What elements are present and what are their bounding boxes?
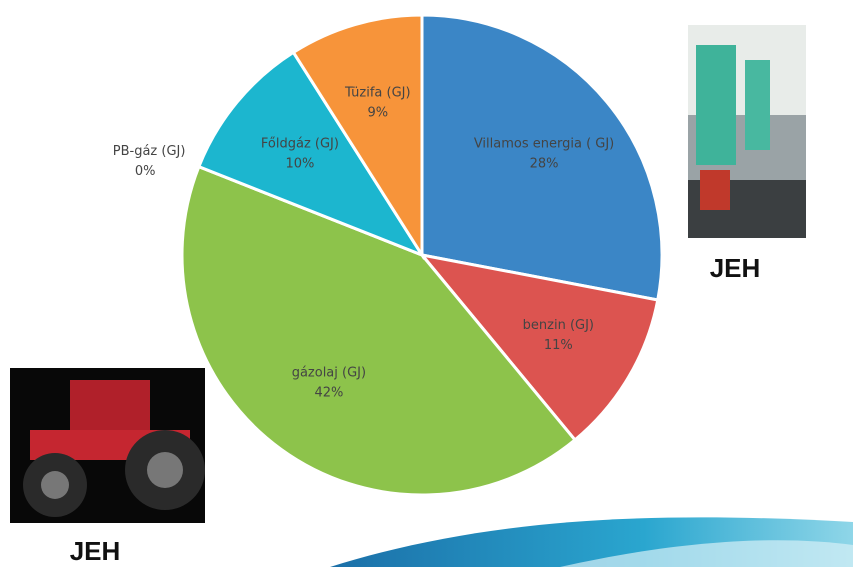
slice-value-label: 28%: [530, 157, 559, 172]
photo-tractor: [10, 368, 205, 523]
slice-value-label: 10%: [285, 157, 314, 172]
slice-value-label: 9%: [367, 105, 388, 120]
slice-value-label: 42%: [314, 386, 343, 401]
pie-slice: [180, 164, 578, 497]
slice-label: Tüzifa (GJ): [344, 85, 411, 100]
pie-slice: [291, 13, 424, 261]
slice-label: PB-gáz (GJ): [113, 144, 186, 159]
slice-value-label: 11%: [544, 338, 573, 353]
slice-label: benzin (GJ): [523, 318, 594, 333]
annotation: JEH: [70, 536, 121, 566]
slice-label: gázolaj (GJ): [292, 366, 366, 381]
slice-label: Főldgáz (GJ): [261, 137, 339, 152]
photo-plant: [688, 25, 806, 238]
pie-slice: [420, 13, 664, 302]
pie-slice: [196, 50, 426, 259]
decor-wave-light: [560, 540, 853, 567]
pie-slice: [418, 252, 660, 443]
slice-label: Villamos energia ( GJ): [474, 137, 614, 152]
annotation: JEH: [710, 253, 761, 283]
slice-value-label: 0%: [135, 164, 156, 179]
